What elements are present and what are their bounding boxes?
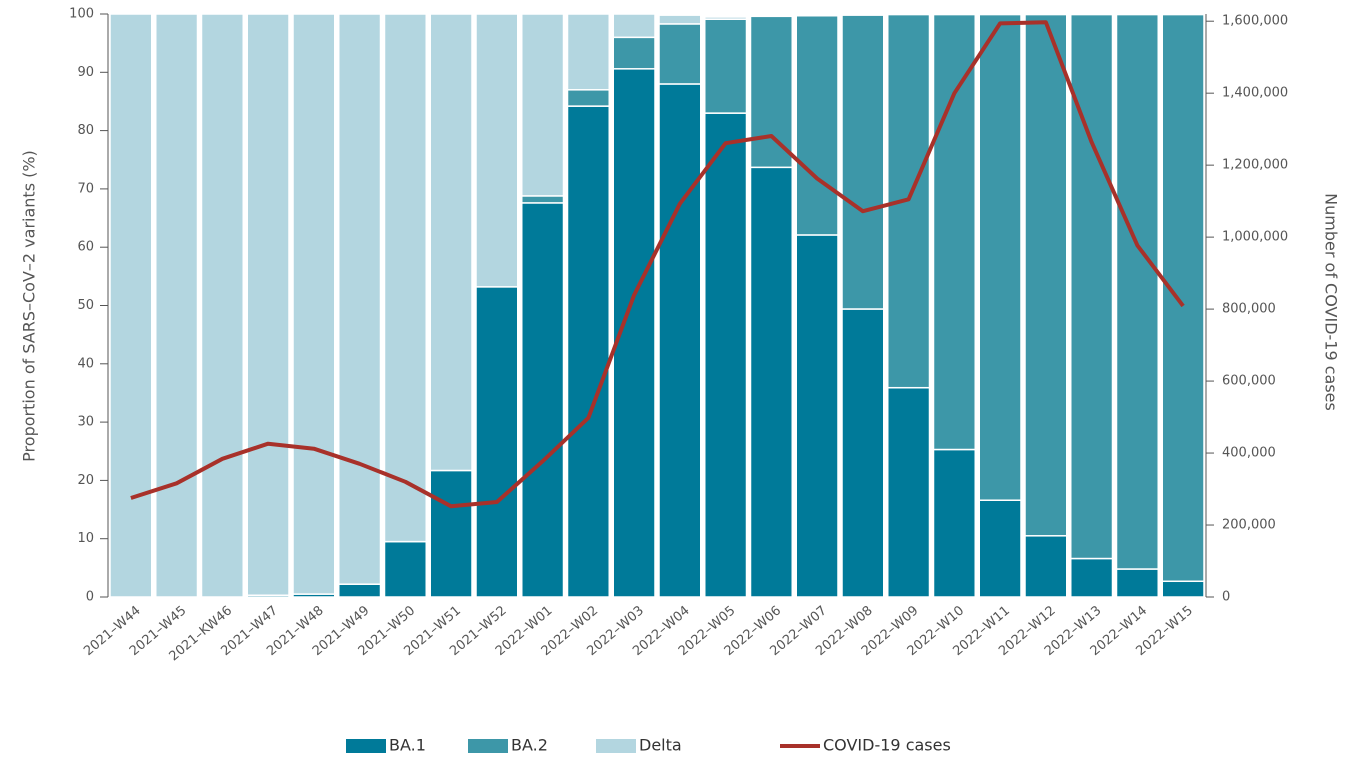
legend-swatch — [780, 744, 820, 748]
bar — [704, 112, 748, 598]
bar — [658, 83, 702, 598]
bar — [338, 13, 382, 585]
bar — [475, 286, 519, 598]
y2-tick-label: 200,000 — [1222, 518, 1276, 533]
y-tick-label: 20 — [77, 473, 94, 488]
bar — [1024, 13, 1068, 537]
bar — [155, 13, 199, 598]
legend-swatch — [596, 739, 636, 753]
bar — [749, 15, 793, 169]
bar — [338, 583, 382, 598]
bar — [200, 13, 244, 598]
bar — [841, 308, 885, 598]
legend-swatch — [346, 739, 386, 753]
bar — [749, 166, 793, 598]
bar — [658, 23, 702, 85]
y-tick-label: 10 — [77, 531, 94, 546]
bar — [932, 448, 976, 598]
bar — [566, 13, 610, 91]
bar — [658, 14, 702, 25]
y2-tick-label: 0 — [1222, 590, 1230, 605]
y-tick-label: 70 — [77, 181, 94, 196]
bar — [383, 13, 427, 543]
y-axis-title: Proportion of SARS–CoV–2 variants (%) — [20, 150, 39, 462]
bar — [429, 13, 473, 472]
bar — [887, 386, 931, 598]
bar — [521, 202, 565, 598]
bar — [1161, 13, 1205, 583]
y-tick-label: 80 — [77, 123, 94, 138]
bar — [383, 540, 427, 598]
bar — [612, 36, 656, 70]
y-tick-label: 30 — [77, 415, 94, 430]
bar — [795, 14, 839, 236]
legend-label: COVID-19 cases — [823, 736, 951, 755]
bar — [1024, 535, 1068, 598]
bar — [521, 195, 565, 204]
bar — [978, 13, 1022, 501]
bar — [429, 469, 473, 598]
bar — [246, 13, 290, 597]
y-tick-label: 90 — [77, 65, 94, 80]
bar — [612, 13, 656, 39]
bar — [475, 13, 519, 288]
y-tick-label: 60 — [77, 240, 94, 255]
bar — [1115, 13, 1159, 570]
y2-tick-label: 1,000,000 — [1222, 230, 1288, 245]
bar — [704, 16, 748, 20]
bar — [566, 105, 610, 598]
bar — [1070, 13, 1114, 560]
y2-tick-label: 400,000 — [1222, 446, 1276, 461]
legend-label: BA.2 — [511, 736, 548, 755]
y2-axis-title: Number of COVID-19 cases — [1322, 193, 1341, 411]
bar — [1115, 568, 1159, 598]
bar — [704, 18, 748, 114]
y2-tick-label: 800,000 — [1222, 302, 1276, 317]
bar — [841, 14, 885, 310]
bar — [795, 234, 839, 598]
bar — [1161, 580, 1205, 598]
y2-tick-label: 1,200,000 — [1222, 158, 1288, 173]
bar — [1070, 557, 1114, 598]
bar — [978, 499, 1022, 598]
bar — [521, 13, 565, 197]
legend-label: BA.1 — [389, 736, 426, 755]
line — [130, 20, 1185, 509]
bar — [566, 89, 610, 107]
bar — [292, 13, 336, 595]
y-tick-label: 0 — [86, 590, 94, 605]
bar — [932, 13, 976, 451]
y-tick-label: 100 — [69, 7, 94, 22]
legend-swatch — [468, 739, 508, 753]
y-tick-label: 50 — [77, 298, 94, 313]
legend-label: Delta — [639, 736, 682, 755]
y-tick-label: 40 — [77, 356, 94, 371]
y2-tick-label: 1,400,000 — [1222, 86, 1288, 101]
y2-tick-label: 1,600,000 — [1222, 14, 1288, 29]
y2-tick-label: 600,000 — [1222, 374, 1276, 389]
bar — [109, 13, 153, 598]
